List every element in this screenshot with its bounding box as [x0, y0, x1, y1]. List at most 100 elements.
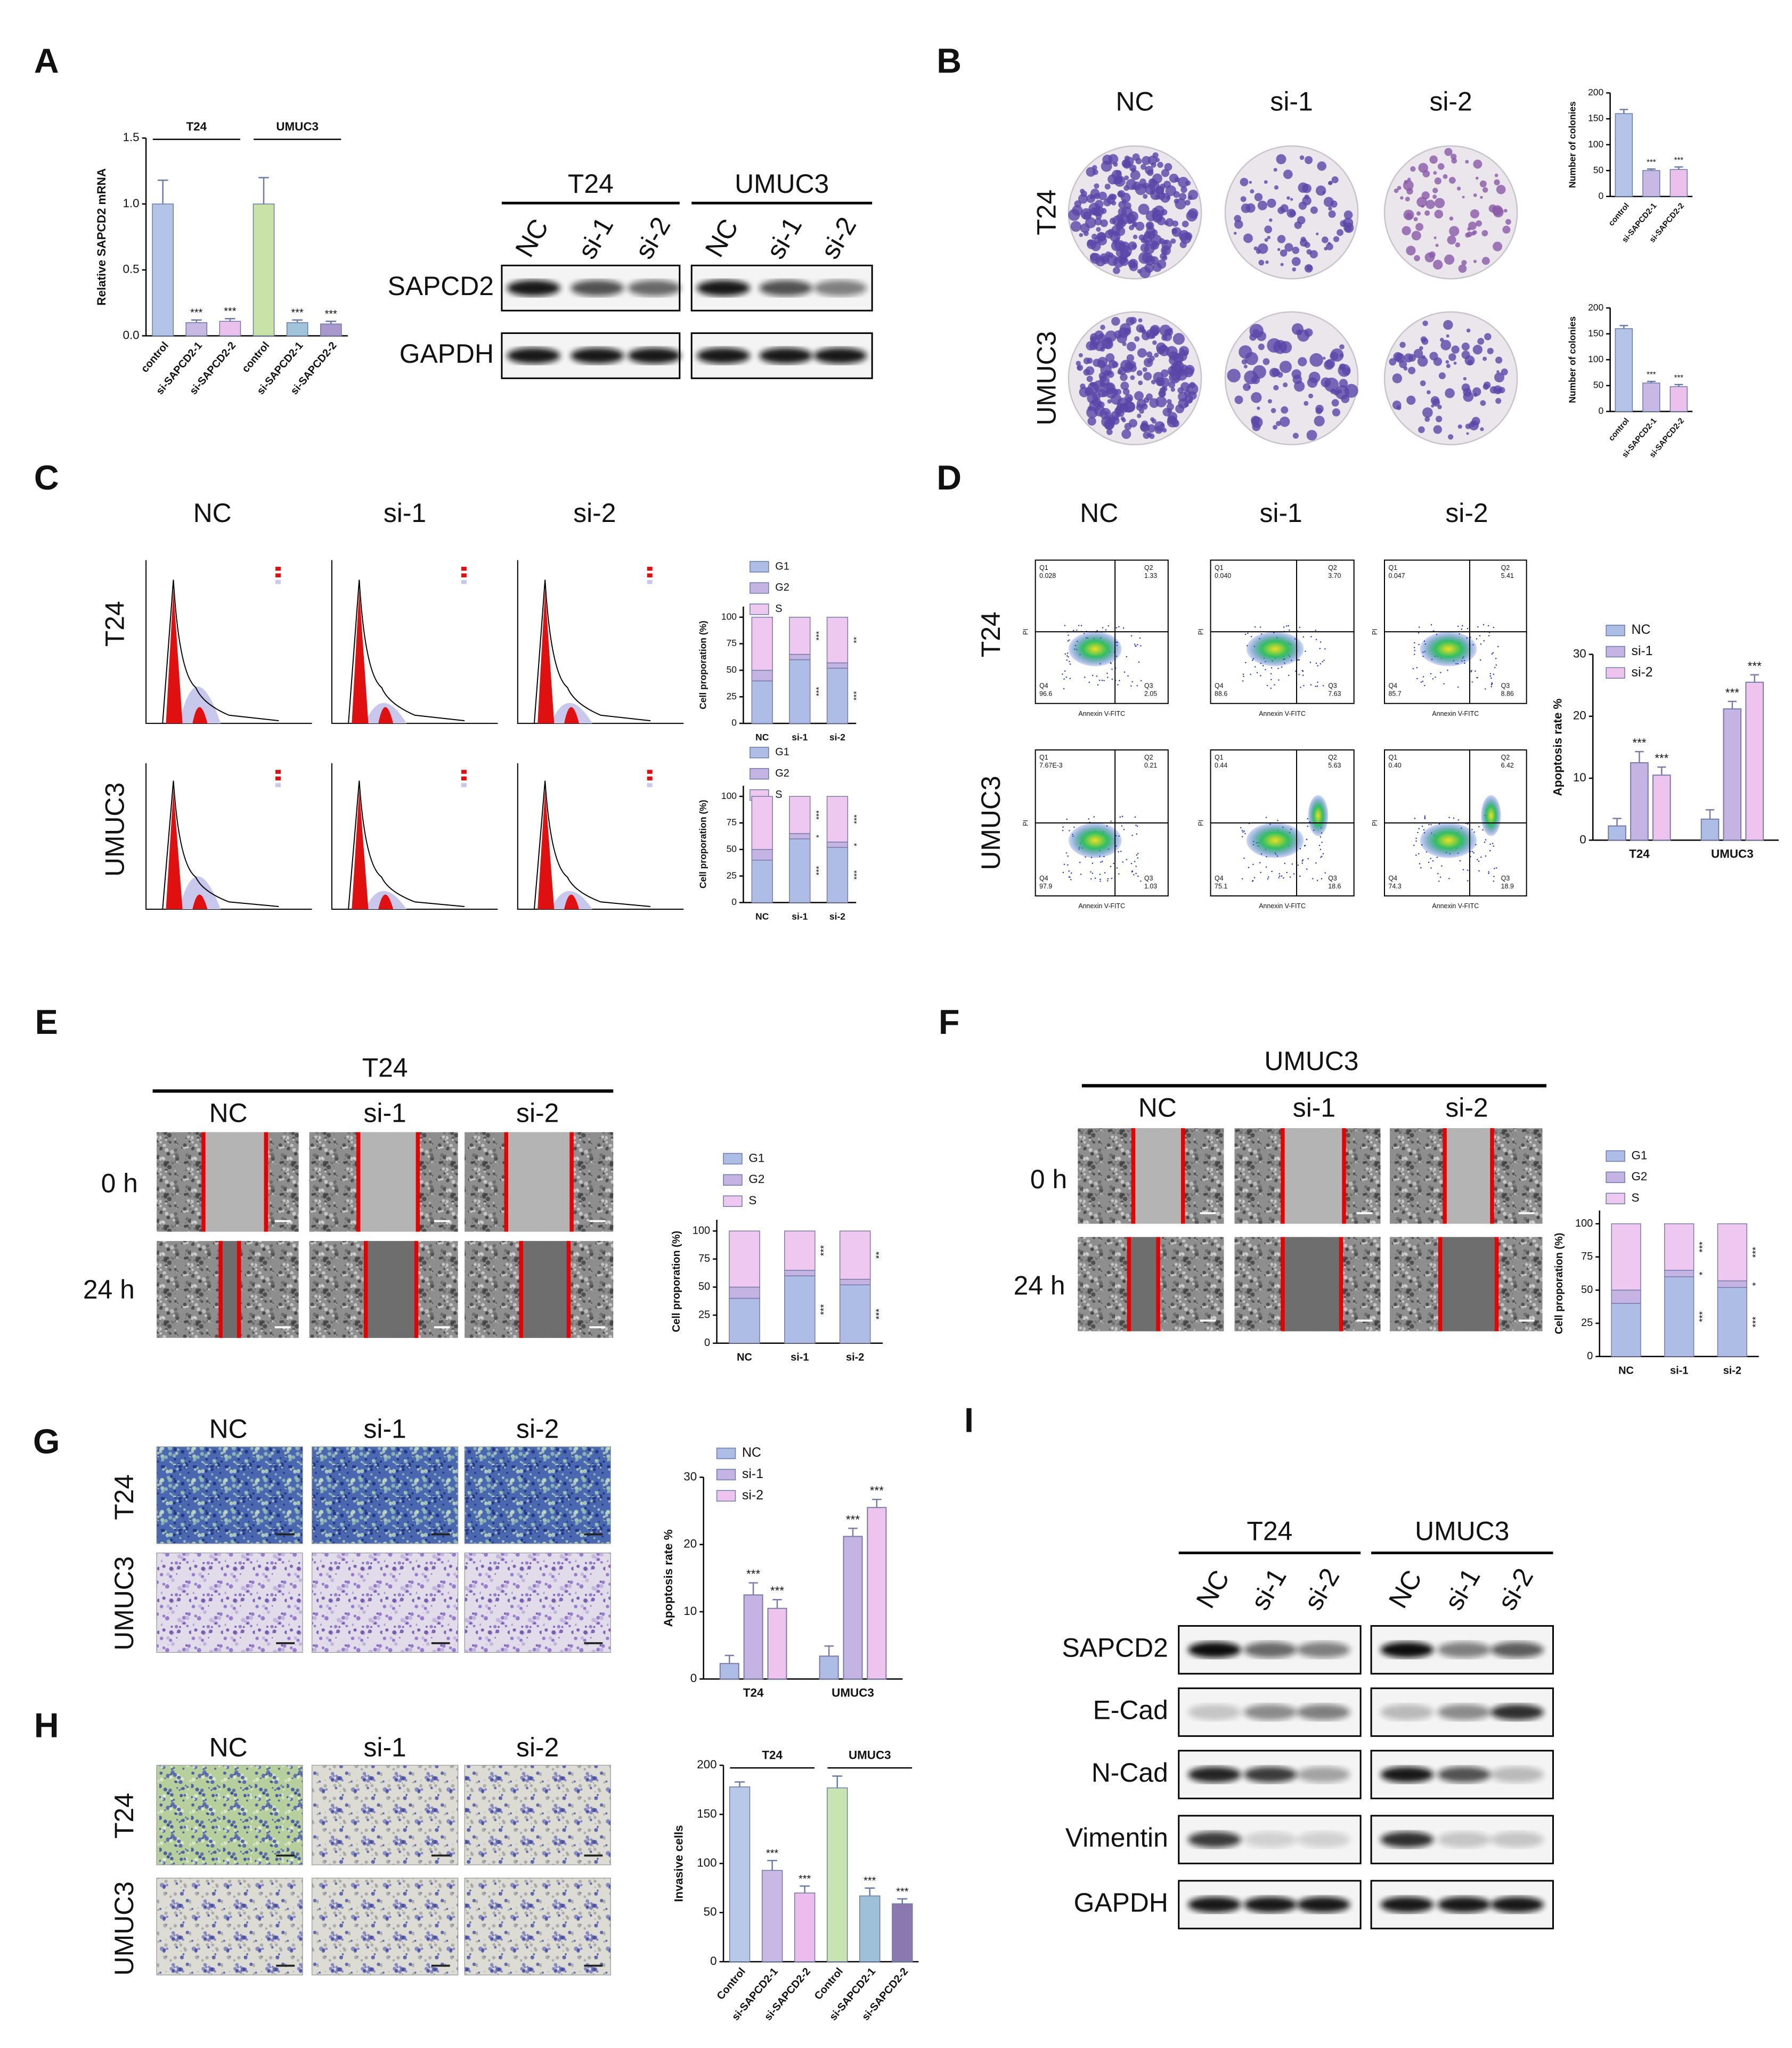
event-dot: [1487, 625, 1489, 627]
colony: [1484, 333, 1492, 340]
event-dot: [1289, 876, 1291, 878]
event-dot: [1298, 659, 1300, 661]
y-tick-label: 200: [697, 1758, 716, 1771]
event-dot: [1306, 838, 1308, 841]
colony: [1331, 399, 1339, 407]
event-dot: [1096, 675, 1098, 677]
colony: [1321, 236, 1329, 243]
event-dot: [1319, 648, 1321, 649]
colony: [1273, 168, 1277, 172]
colony: [1446, 364, 1451, 369]
column-label: NC: [1080, 498, 1118, 528]
colony: [1185, 200, 1191, 206]
event-dot: [1316, 879, 1318, 882]
flow-y-label: PI: [1022, 629, 1029, 635]
event-dot: [1127, 675, 1129, 677]
event-dot: [1302, 674, 1304, 676]
colony: [1328, 206, 1332, 211]
colony: [1149, 398, 1159, 408]
event-dot: [1137, 857, 1139, 859]
blot-band: [1188, 1896, 1241, 1913]
colony: [1143, 372, 1152, 381]
colony: [1227, 369, 1241, 382]
event-dot: [1495, 664, 1497, 666]
event-dot: [1297, 864, 1299, 866]
blot-band: [1490, 1704, 1544, 1720]
event-dot: [1136, 826, 1138, 827]
event-dot: [1242, 673, 1244, 675]
colony: [1443, 174, 1448, 179]
event-dot: [1430, 624, 1432, 626]
histogram-axes: [145, 560, 312, 724]
event-dot: [1471, 829, 1473, 830]
event-dot: [1318, 844, 1321, 846]
blot-band: [697, 347, 750, 364]
event-dot: [1471, 681, 1473, 683]
blot-band: [1243, 1766, 1297, 1783]
colony: [1097, 333, 1106, 342]
y-axis-label: Cell proporation (%): [697, 621, 708, 709]
colony: [1180, 186, 1187, 193]
event-dot: [1136, 685, 1138, 687]
event-dot: [1073, 826, 1075, 828]
colony: [1406, 246, 1416, 256]
event-dot: [1310, 684, 1312, 686]
event-dot: [1243, 830, 1245, 832]
colony: [1501, 368, 1508, 376]
histogram-outline: [533, 580, 651, 724]
event-dot: [1137, 875, 1139, 877]
colony: [1449, 226, 1460, 236]
event-dot: [1295, 670, 1297, 672]
colony: [1154, 353, 1159, 358]
cell-line-header: T24: [1247, 1516, 1293, 1546]
event-dot: [1068, 876, 1070, 878]
colony: [1470, 209, 1479, 219]
event-dot: [1103, 680, 1105, 682]
colony: [1160, 193, 1170, 203]
colony: [1283, 169, 1293, 179]
legend-label: S: [775, 789, 782, 801]
event-dot: [1467, 880, 1469, 882]
colony: [1118, 255, 1127, 264]
event-dot: [1135, 866, 1137, 867]
colony: [1243, 233, 1253, 243]
colony: [1252, 422, 1261, 431]
event-dot: [1428, 861, 1430, 863]
colony: [1098, 191, 1107, 200]
event-dot: [1102, 860, 1103, 862]
colony: [1177, 176, 1189, 188]
legend-swatch: [716, 1447, 736, 1459]
histogram-legend-swatch: [275, 573, 281, 577]
colony: [1090, 333, 1098, 341]
colony: [1326, 243, 1333, 250]
blot-band: [1297, 1766, 1350, 1783]
event-dot: [1461, 628, 1462, 630]
colony: [1161, 169, 1170, 177]
colony: [1130, 375, 1135, 380]
colony: [1078, 353, 1083, 357]
micrograph: [156, 1446, 303, 1544]
event-dot: [1062, 871, 1064, 874]
wound-gap: [1282, 1237, 1341, 1332]
quadrant-value: 0.40: [1388, 762, 1401, 769]
colony: [1406, 395, 1416, 405]
event-dot: [1277, 667, 1279, 670]
colony: [1099, 381, 1105, 387]
event-dot: [1072, 630, 1074, 631]
colony: [1153, 372, 1164, 383]
quadrant-value: 0.44: [1215, 762, 1227, 769]
event-dot: [1266, 684, 1268, 687]
colony: [1273, 385, 1279, 391]
event-dot: [1255, 666, 1256, 668]
significance: ***: [852, 691, 861, 700]
flow-x-label: Annexin V-FITC: [1078, 902, 1125, 910]
colony: [1494, 179, 1500, 185]
colony: [1264, 225, 1273, 234]
protein-label: GAPDH: [400, 339, 494, 369]
bar-segment: [729, 1286, 760, 1299]
event-dot: [1067, 855, 1069, 857]
wound-gap: [221, 1241, 239, 1338]
colony: [1480, 400, 1486, 406]
significance: ***: [1647, 158, 1656, 167]
